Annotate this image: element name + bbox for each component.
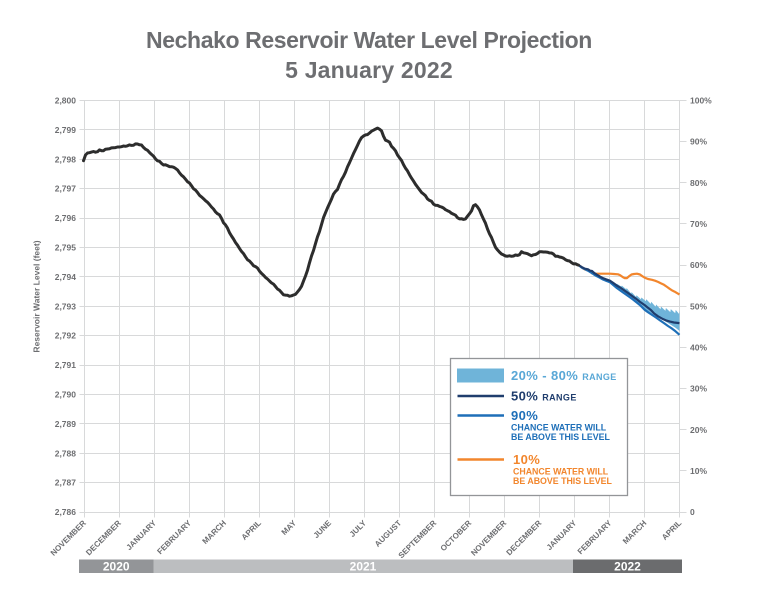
svg-text:2,787: 2,787 — [55, 478, 77, 488]
svg-text:2,791: 2,791 — [55, 360, 77, 370]
svg-text:70%: 70% — [690, 219, 707, 229]
svg-text:2021: 2021 — [350, 560, 377, 574]
svg-text:CHANCE WATER WILL: CHANCE WATER WILL — [513, 467, 609, 477]
svg-text:0: 0 — [690, 507, 695, 517]
svg-text:Nechako Reservoir Water Level: Nechako Reservoir Water Level Projection — [146, 27, 592, 53]
svg-text:90%: 90% — [511, 408, 538, 423]
svg-text:2,788: 2,788 — [55, 448, 77, 458]
svg-text:2,799: 2,799 — [55, 125, 77, 135]
svg-text:90%: 90% — [690, 137, 707, 147]
svg-text:10%: 10% — [690, 466, 707, 476]
svg-text:CHANCE WATER WILL: CHANCE WATER WILL — [511, 423, 607, 433]
svg-text:10%: 10% — [513, 452, 540, 467]
svg-text:2,786: 2,786 — [55, 507, 77, 517]
svg-text:40%: 40% — [690, 343, 707, 353]
svg-text:Reservoir Water Level (feet): Reservoir Water Level (feet) — [32, 240, 42, 352]
svg-text:5 January 2022: 5 January 2022 — [285, 57, 453, 83]
svg-text:2,797: 2,797 — [55, 184, 77, 194]
svg-text:30%: 30% — [690, 384, 707, 394]
svg-text:60%: 60% — [690, 260, 707, 270]
svg-text:2,790: 2,790 — [55, 390, 77, 400]
svg-text:2,793: 2,793 — [55, 301, 77, 311]
svg-text:2,796: 2,796 — [55, 213, 77, 223]
svg-text:50%: 50% — [690, 301, 707, 311]
svg-text:BE ABOVE THIS LEVEL: BE ABOVE THIS LEVEL — [511, 432, 611, 442]
svg-text:2,795: 2,795 — [55, 243, 77, 253]
svg-text:2,789: 2,789 — [55, 419, 77, 429]
svg-text:2,794: 2,794 — [55, 272, 77, 282]
svg-text:80%: 80% — [690, 178, 707, 188]
svg-text:50% RANGE: 50% RANGE — [511, 389, 577, 404]
svg-text:2,792: 2,792 — [55, 331, 77, 341]
svg-text:20% - 80% RANGE: 20% - 80% RANGE — [511, 368, 617, 383]
svg-text:20%: 20% — [690, 425, 707, 435]
svg-text:BE ABOVE THIS LEVEL: BE ABOVE THIS LEVEL — [513, 476, 613, 486]
svg-text:2,800: 2,800 — [55, 96, 77, 106]
svg-text:2020: 2020 — [103, 560, 130, 574]
svg-text:2,798: 2,798 — [55, 154, 77, 164]
svg-text:100%: 100% — [690, 96, 712, 106]
svg-text:2022: 2022 — [614, 560, 641, 574]
